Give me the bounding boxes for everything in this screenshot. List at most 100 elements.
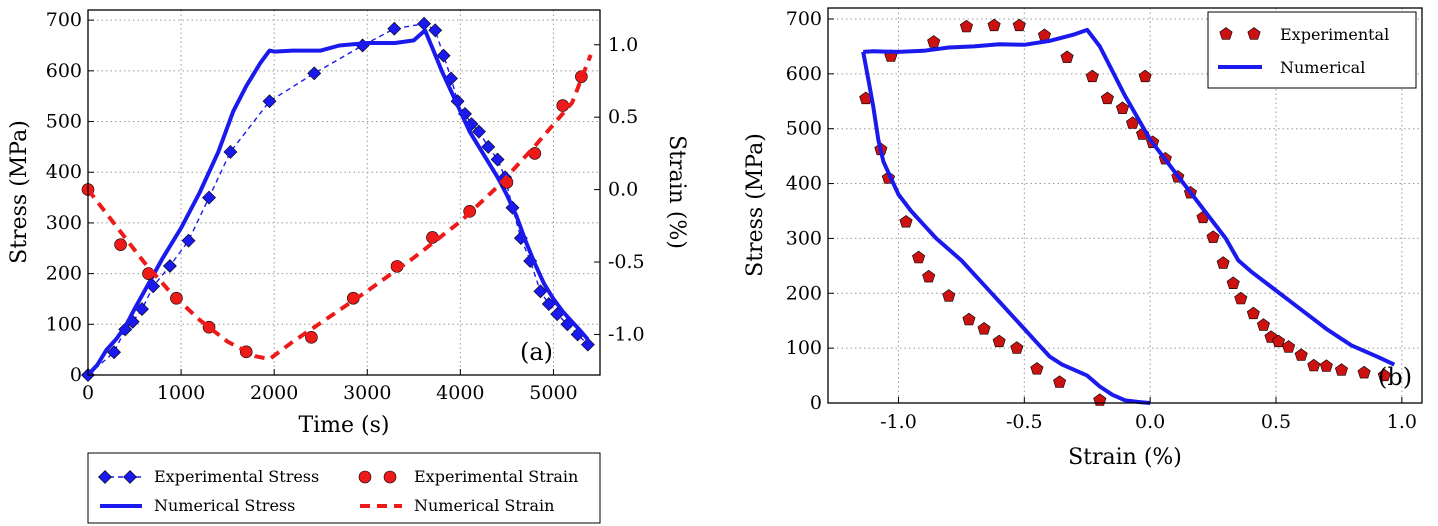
chart-a-frame xyxy=(87,9,601,376)
experimental-point xyxy=(1377,368,1391,382)
experimental-strain-point xyxy=(114,238,127,251)
experimental-stress-point xyxy=(107,345,121,360)
experimental-point xyxy=(1138,69,1152,83)
chart-a-y-tick-label: 500 xyxy=(46,111,82,133)
experimental-stress-point xyxy=(262,94,277,109)
experimental-point xyxy=(1216,256,1230,269)
chart-b-y-tick-label: 100 xyxy=(786,337,822,359)
experimental-point xyxy=(1357,365,1371,379)
chart-b-frame xyxy=(827,7,1423,404)
experimental-point xyxy=(1060,50,1074,63)
experimental-point xyxy=(1319,359,1333,372)
chart-b-y-tick-label: 700 xyxy=(786,8,822,30)
experimental-point xyxy=(1226,276,1240,290)
experimental-point xyxy=(922,269,936,283)
chart-a-legend-label: Experimental Stress xyxy=(154,467,319,486)
chart-b-x-tick-label: -1.0 xyxy=(880,411,917,433)
chart-a-y2-tick-label: 0.0 xyxy=(608,179,638,201)
experimental-stress-point xyxy=(307,66,322,81)
chart-b-y-tick-label: 600 xyxy=(786,63,822,85)
experimental-stress-point xyxy=(387,21,402,36)
chart-a-y-tick-label: 0 xyxy=(70,364,82,386)
experimental-stress-point xyxy=(490,152,505,167)
experimental-point xyxy=(1256,318,1270,331)
chart-a-y2-tick-label: -1.0 xyxy=(608,323,645,345)
chart-b-legend-box xyxy=(1207,11,1417,89)
chart-a: 0 1000 2000 3000 4000 5000 0 100 200 300 400 500 600… xyxy=(7,9,689,438)
chart-b-y-tick-label: 400 xyxy=(786,173,822,195)
chart-a-legend-box xyxy=(87,452,601,524)
experimental-point xyxy=(1010,341,1024,354)
experimental-stress-point xyxy=(162,259,177,273)
experimental-stress-point xyxy=(472,124,486,139)
chart-b-ticks: -1.0 -0.5 0.0 0.5 1.0 0 100 200 300 400 500 600 700 xyxy=(786,8,1417,433)
chart-a-x-tick-label: 5000 xyxy=(529,382,577,404)
experimental-point xyxy=(977,322,991,335)
chart-a-x-tick-label: 2000 xyxy=(250,382,298,404)
chart-a-y2-tick-label: -0.5 xyxy=(608,251,645,273)
experimental-stress-point xyxy=(428,23,443,38)
chart-b-x-tick-label: -0.5 xyxy=(1006,411,1043,433)
experimental-strain-point xyxy=(556,99,570,112)
chart-b-y-tick-label: 200 xyxy=(786,282,822,304)
experimental-point xyxy=(942,289,956,302)
experimental-point xyxy=(1206,230,1220,243)
experimental-point xyxy=(1282,340,1296,353)
experimental-point xyxy=(912,250,926,264)
chart-a-x-tick-label: 3000 xyxy=(343,382,391,404)
chart-a-y-tick-label: 600 xyxy=(46,60,82,82)
experimental-stress-point xyxy=(436,48,451,63)
experimental-point xyxy=(1334,363,1348,376)
chart-b-legend-label: Numerical xyxy=(1280,58,1365,77)
chart-a-legend: Experimental Stress Experimental Strain Nu… xyxy=(87,452,601,524)
chart-b-x-tick-label: 0.0 xyxy=(1135,411,1165,433)
chart-a-legend-label: Numerical Stress xyxy=(154,496,295,515)
numerical-strain-line xyxy=(86,54,593,362)
legend-experimental-stress-marker xyxy=(123,470,137,484)
experimental-point xyxy=(1053,375,1067,388)
experimental-stress-point xyxy=(181,233,196,248)
chart-a-x-tick-label: 1000 xyxy=(157,382,205,404)
chart-a-y2-tick-label: 0.5 xyxy=(608,106,638,128)
experimental-stress-point xyxy=(202,190,216,205)
numerical-stress-line xyxy=(86,28,590,377)
chart-b: -1.0 -0.5 0.0 0.5 1.00100200300400500600700 … xyxy=(743,7,1423,470)
experimental-stress-point xyxy=(580,337,595,352)
chart-a-y2-tick-label: 1.0 xyxy=(608,34,638,56)
chart-b-y-tick-label: 0 xyxy=(810,392,822,414)
chart-b-x-tick-label: 0.5 xyxy=(1261,411,1291,433)
experimental-strain-point xyxy=(426,231,439,244)
experimental-point xyxy=(1100,91,1114,105)
chart-a-legend-label: Experimental Strain xyxy=(414,467,578,486)
experimental-point xyxy=(987,18,1001,32)
chart-a-panel-label: (a) xyxy=(520,338,553,366)
chart-a-series xyxy=(81,16,595,382)
experimental-point xyxy=(1030,362,1044,375)
chart-a-legend-label: Numerical Strain xyxy=(414,496,554,515)
chart-a-y-tick-label: 200 xyxy=(46,263,82,285)
experimental-point xyxy=(1012,18,1026,32)
legend-experimental-strain-marker xyxy=(383,470,397,484)
chart-a-y-tick-label: 300 xyxy=(46,212,82,234)
chart-b-series xyxy=(859,18,1396,406)
legend-experimental-strain-marker xyxy=(358,470,372,484)
experimental-point xyxy=(1307,358,1321,372)
chart-a-y2-axis-label: Strain (%) xyxy=(664,135,689,249)
experimental-stress-point xyxy=(481,139,496,154)
chart-a-y-tick-label: 700 xyxy=(46,9,82,31)
chart-a-y-axis-label: Stress (MPa) xyxy=(7,120,32,264)
chart-a-ticks: 0 1000 2000 3000 4000 5000 0 100 200 300 400 500 600… xyxy=(46,9,645,404)
experimental-point xyxy=(1246,306,1260,320)
legend-experimental-marker xyxy=(1247,27,1261,40)
legend-experimental-marker xyxy=(1219,27,1233,40)
chart-b-panel-label: (b) xyxy=(1378,363,1412,391)
chart-a-y-tick-label: 100 xyxy=(46,313,82,335)
experimental-point xyxy=(962,312,976,326)
chart-a-y-tick-label: 400 xyxy=(46,161,82,183)
chart-a-x-tick-label: 4000 xyxy=(436,382,484,404)
chart-a-x-tick-label: 0 xyxy=(82,382,94,404)
chart-b-legend: Experimental Numerical xyxy=(1207,11,1417,89)
chart-b-legend-label: Experimental xyxy=(1280,25,1389,44)
experimental-point xyxy=(1234,291,1248,305)
chart-b-y-tick-label: 300 xyxy=(786,227,822,249)
